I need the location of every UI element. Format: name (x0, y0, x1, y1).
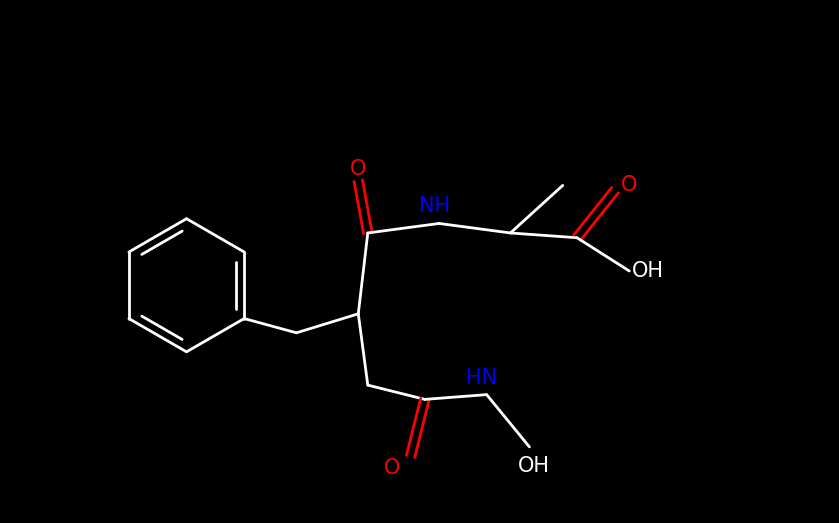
Text: OH: OH (633, 261, 664, 281)
Text: OH: OH (519, 456, 550, 476)
Text: O: O (350, 160, 367, 179)
Text: O: O (621, 175, 638, 196)
Text: HN: HN (466, 368, 498, 388)
Text: O: O (383, 458, 399, 478)
Text: NH: NH (419, 196, 450, 217)
